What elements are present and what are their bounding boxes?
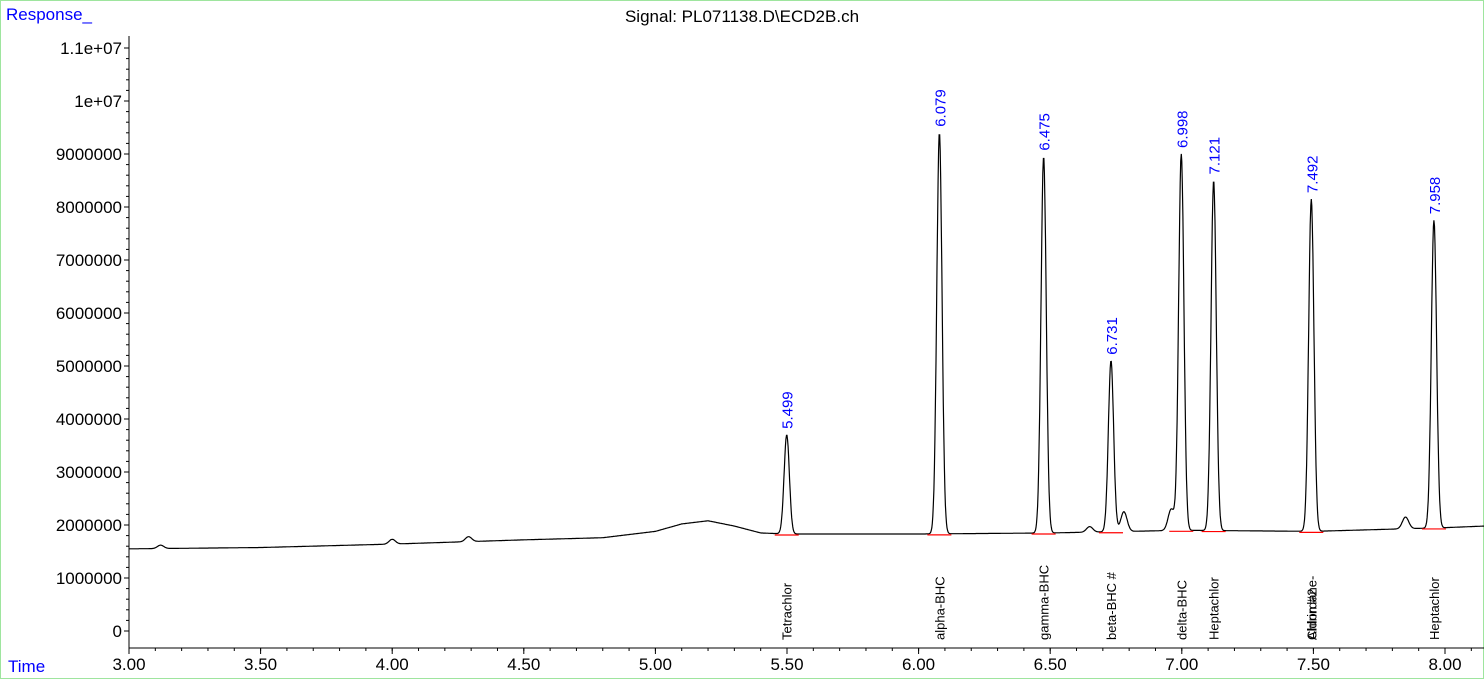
y-tick-label: 2000000 [56, 516, 122, 535]
y-tick-label: 8000000 [56, 198, 122, 217]
y-tick-label: 4000000 [56, 410, 122, 429]
x-tick-label: 8.00 [1428, 655, 1461, 674]
compound-name-label: Heptachlor [1207, 576, 1222, 640]
y-tick-label: 1000000 [56, 569, 122, 588]
peak-rt-label: 6.998 [1174, 110, 1191, 148]
chromatogram-trace [128, 134, 1484, 550]
x-tick-label: 5.00 [639, 655, 672, 674]
compound-name-label: Tetrachlor [780, 582, 795, 640]
x-tick-label: 4.00 [376, 655, 409, 674]
y-tick-label: 1e+07 [74, 92, 122, 111]
peak-rt-label: 6.079 [932, 89, 949, 127]
peak-rt-label: 7.121 [1207, 137, 1224, 175]
x-tick-label: 6.50 [1034, 655, 1067, 674]
x-tick-label: 5.50 [770, 655, 803, 674]
compound-name-label: Chlordane- [1304, 576, 1319, 640]
peak-rt-label: 7.958 [1427, 177, 1444, 215]
x-tick-label: 4.50 [507, 655, 540, 674]
compound-name-label: Heptachlor [1427, 576, 1442, 640]
y-axis-title: Response_ [6, 5, 93, 24]
x-tick-label: 6.00 [902, 655, 935, 674]
compound-name-label: gamma-BHC [1037, 565, 1052, 640]
y-tick-label: 3000000 [56, 463, 122, 482]
compound-name-label: beta-BHC # [1104, 571, 1119, 640]
x-tick-label: 3.00 [112, 655, 145, 674]
y-tick-label: 5000000 [56, 357, 122, 376]
peak-rt-label: 5.499 [780, 391, 797, 429]
chart-title: Signal: PL071138.D\ECD2B.ch [624, 7, 860, 26]
y-tick-label: 0 [113, 622, 122, 641]
y-tick-label: 6000000 [56, 304, 122, 323]
x-tick-label: 3.50 [244, 655, 277, 674]
x-tick-label: 7.50 [1297, 655, 1330, 674]
compound-name-label: Aldrin #2 [1304, 589, 1319, 640]
x-tick-label: 7.00 [1165, 655, 1198, 674]
peak-rt-label: 6.475 [1037, 113, 1054, 151]
x-axis-title: Time [8, 657, 46, 676]
y-tick-label: 7000000 [56, 251, 122, 270]
peak-rt-label: 7.492 [1304, 156, 1321, 194]
compound-name-label: delta-BHC [1174, 580, 1189, 640]
y-tick-label: 1.1e+07 [60, 39, 122, 58]
compound-name-label: alpha-BHC [932, 576, 947, 640]
peak-rt-label: 6.731 [1104, 317, 1121, 355]
y-tick-label: 9000000 [56, 145, 122, 164]
